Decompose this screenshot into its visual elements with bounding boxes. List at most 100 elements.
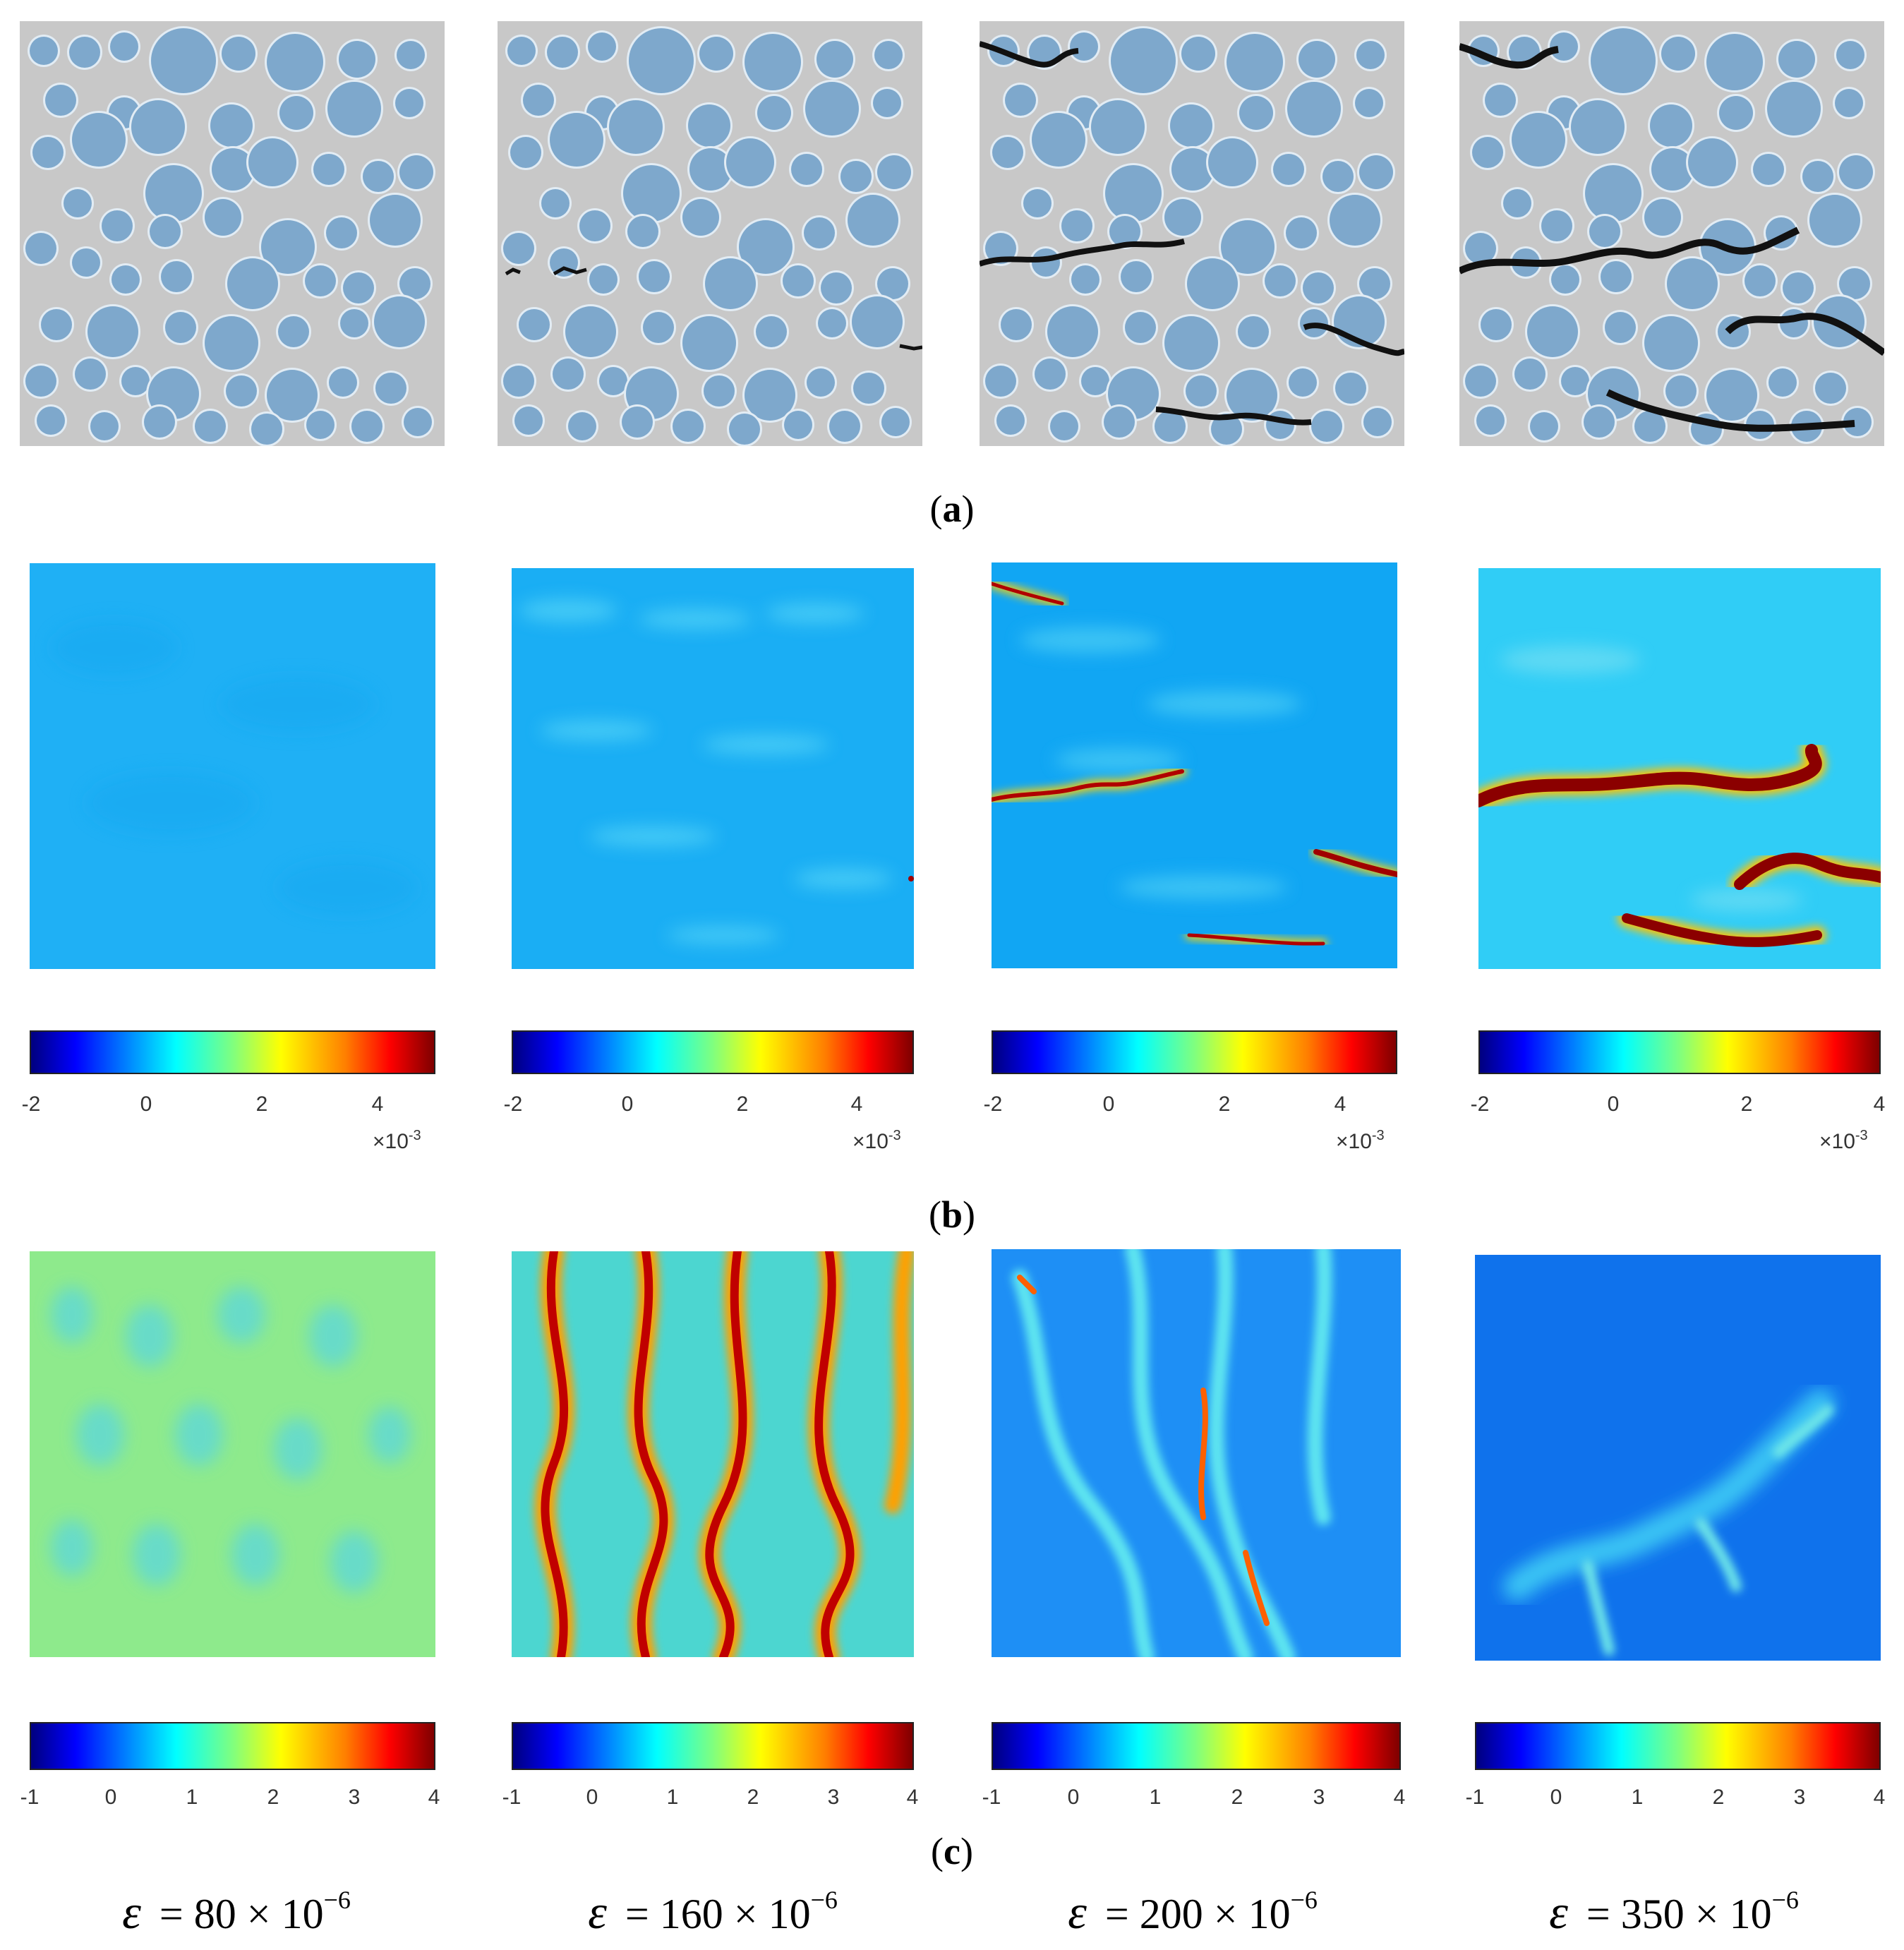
aggregate-group <box>23 26 435 446</box>
aggregate-particle <box>623 165 680 222</box>
aggregate-particle <box>75 359 106 390</box>
cbar-c2-tick: 3 <box>827 1786 840 1809</box>
aggregate-particle <box>992 137 1023 168</box>
aggregate-particle <box>745 34 801 90</box>
aggregate-particle <box>985 366 1016 397</box>
aggregate-particle <box>805 82 859 136</box>
aggregate-particle <box>1355 89 1383 117</box>
aggregate-particle <box>589 265 617 294</box>
aggregate-particle <box>144 407 175 438</box>
aggregate-particle <box>1634 411 1665 442</box>
aggregate-particle <box>210 104 253 147</box>
aggregate-particle <box>1273 154 1304 185</box>
aggregate-particle <box>327 82 381 136</box>
aggregate-particle <box>370 195 421 246</box>
aggregate-particle <box>1644 316 1698 370</box>
strain-map-b4 <box>1478 568 1881 969</box>
aggregate-particle <box>739 220 793 274</box>
cbar-b4-multiplier: ×10-3 <box>1819 1128 1868 1153</box>
aggregate-particle <box>363 161 394 192</box>
aggregate-particle <box>609 100 663 154</box>
aggregate-particle <box>1299 41 1335 78</box>
aggregate-particle <box>305 265 336 296</box>
aggregate-particle <box>1125 312 1156 343</box>
aggregate-particle <box>852 296 903 347</box>
aggregate-particle <box>69 37 100 68</box>
aggregate-particle <box>1551 265 1579 294</box>
aggregate-particle <box>1208 138 1256 186</box>
aggregate-particle <box>343 272 374 303</box>
aggregate-particle <box>503 366 534 397</box>
aggregate-particle <box>375 373 406 404</box>
stress-chain-cores <box>1017 1275 1270 1626</box>
aggregate-particle <box>996 407 1025 435</box>
aggregate-particle <box>41 309 72 340</box>
aggregate-particle <box>1584 407 1615 438</box>
aggregate-particle <box>519 309 550 340</box>
aggregate-particle <box>1164 199 1201 236</box>
strain-map-b3 <box>992 562 1397 968</box>
aggregate-particle <box>877 268 908 299</box>
aggregate-particle <box>1650 104 1692 147</box>
aggregate-particle <box>374 296 425 347</box>
strain-caption-2: ε = 160 × 10−6 <box>588 1885 838 1939</box>
aggregate-particle <box>161 261 192 292</box>
aggregate-particle <box>873 89 901 117</box>
aggregate-particle <box>1221 220 1275 274</box>
meso-panel-3 <box>980 21 1404 446</box>
aggregate-particle <box>1839 155 1873 189</box>
crack-group <box>1459 43 1884 432</box>
stress-chains <box>1503 1389 1835 1601</box>
aggregate-particle <box>821 272 852 303</box>
aggregate-particle <box>627 216 658 247</box>
aggregate-particle <box>102 210 133 241</box>
aggregate-particle <box>1227 370 1277 421</box>
aggregate-particle <box>1032 113 1085 167</box>
aggregate-particle <box>110 32 138 61</box>
aggregate-particle <box>783 265 814 296</box>
aggregate-particle <box>278 316 309 347</box>
colorbar-c1 <box>30 1722 435 1770</box>
aggregate-particle <box>840 161 872 192</box>
aggregate-particle <box>112 265 140 294</box>
colorbar-c4 <box>1475 1722 1881 1770</box>
aggregate-particle <box>784 411 812 439</box>
aggregate-particle <box>150 216 181 247</box>
strain-map-b3-svg <box>992 562 1397 968</box>
stress-map-c3 <box>992 1249 1401 1657</box>
stress-map-c1-svg <box>30 1251 435 1657</box>
aggregate-particle <box>726 138 774 186</box>
cbar-b2-tick: 4 <box>850 1093 863 1116</box>
aggregate-particle <box>1071 265 1099 294</box>
hotspot <box>908 876 914 881</box>
cbar-c3-tick: 1 <box>1149 1786 1162 1809</box>
crack-right <box>1725 313 1884 356</box>
aggregate-particle <box>807 368 835 397</box>
aggregate-particle <box>195 411 226 442</box>
cbar-c1-tick: 0 <box>104 1786 117 1809</box>
aggregate-particle <box>1363 408 1392 436</box>
aggregate-particle <box>565 306 616 357</box>
meso-panel-4 <box>1459 21 1884 446</box>
aggregate-particle <box>1783 272 1814 303</box>
aggregate-particle <box>1081 367 1109 395</box>
cbar-c3-tick: -1 <box>982 1786 1001 1809</box>
aggregate-particle <box>1171 148 1214 191</box>
cbar-b1-tick: 2 <box>255 1093 268 1116</box>
cbar-c1-tick: 4 <box>428 1786 440 1809</box>
cbar-c1-tick: 1 <box>186 1786 198 1809</box>
aggregate-particle <box>1287 82 1341 136</box>
aggregate-particle <box>622 407 653 438</box>
aggregate-particle <box>757 96 791 130</box>
aggregate-particle <box>1512 113 1565 167</box>
aggregate-particle <box>568 412 596 440</box>
aggregate-particle <box>1665 375 1697 407</box>
stress-chain-cores <box>1582 1404 1833 1656</box>
aggregate-particle <box>699 37 733 71</box>
aggregate-particle <box>1359 268 1390 299</box>
aggregate-particle <box>227 258 278 309</box>
aggregate-particle <box>1181 37 1215 71</box>
aggregate-particle <box>804 217 835 248</box>
aggregate-particle <box>1843 408 1872 436</box>
aggregate-particle <box>397 41 425 69</box>
